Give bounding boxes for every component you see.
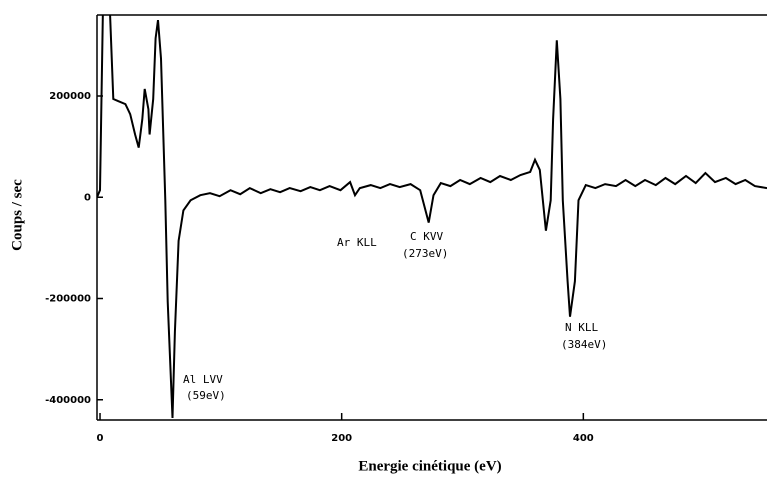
x-axis-label: Energie cinétique (eV)	[358, 458, 501, 474]
x-tick-label: 0	[97, 433, 104, 444]
annotation: (384eV)	[561, 338, 607, 351]
annotation: (273eV)	[402, 247, 448, 260]
annotation: Al LVV	[183, 373, 223, 386]
spectrum-line	[97, 15, 767, 419]
y-tick-label: -400000	[45, 395, 91, 406]
y-tick-label: 200000	[49, 91, 91, 102]
annotation: (59eV)	[186, 389, 226, 402]
x-tick-label: 200	[331, 433, 352, 444]
x-tick-label: 400	[573, 433, 594, 444]
annotation: N KLL	[565, 321, 598, 334]
annotation: Ar KLL	[337, 236, 377, 249]
y-axis-label: Coups / sec	[9, 179, 25, 251]
y-tick-label: 0	[84, 192, 91, 203]
annotation: C KVV	[410, 230, 443, 243]
y-tick-label: -200000	[45, 294, 91, 305]
